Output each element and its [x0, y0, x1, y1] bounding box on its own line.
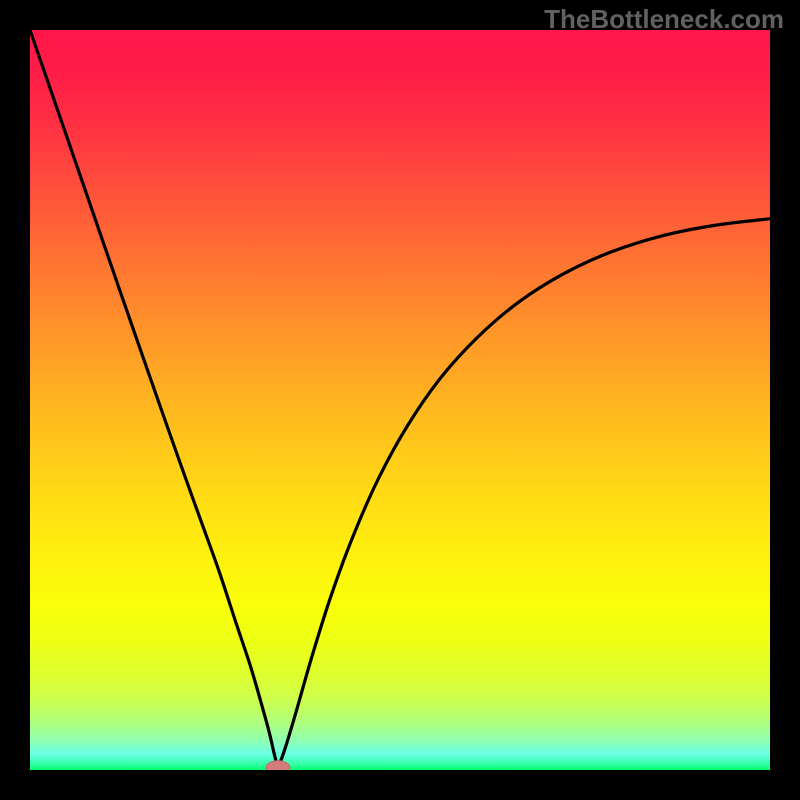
bottleneck-chart	[30, 30, 770, 770]
plot-background	[30, 30, 770, 770]
chart-container: TheBottleneck.com	[0, 0, 800, 800]
watermark-text: TheBottleneck.com	[544, 4, 784, 35]
